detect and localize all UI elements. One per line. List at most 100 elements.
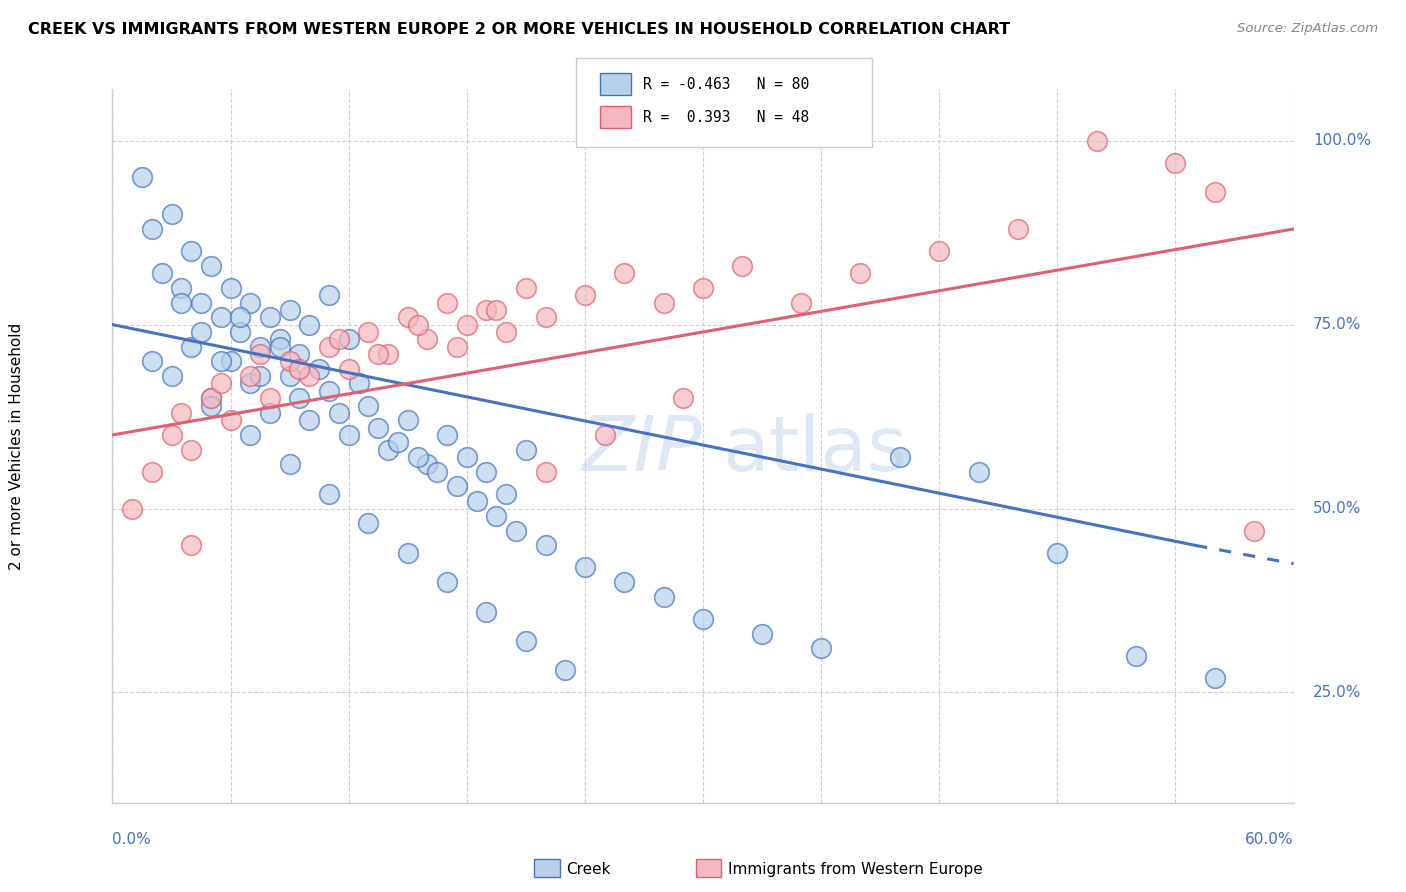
Point	[672, 391, 695, 405]
Point	[849, 266, 872, 280]
Point	[288, 347, 311, 361]
Point	[259, 391, 281, 405]
Point	[436, 428, 458, 442]
Point	[160, 428, 183, 442]
Point	[613, 575, 636, 590]
Point	[1204, 671, 1226, 685]
Point	[456, 318, 478, 332]
Point	[505, 524, 527, 538]
Point	[446, 340, 468, 354]
Point	[278, 354, 301, 368]
Point	[534, 310, 557, 325]
Point	[613, 266, 636, 280]
Point	[377, 347, 399, 361]
Text: R =  0.393   N = 48: R = 0.393 N = 48	[643, 110, 808, 125]
Text: ZIP: ZIP	[582, 413, 703, 487]
Point	[889, 450, 911, 464]
Point	[436, 295, 458, 310]
Text: 25.0%: 25.0%	[1313, 685, 1361, 700]
Point	[288, 391, 311, 405]
Point	[318, 487, 340, 501]
Point	[465, 494, 488, 508]
Point	[367, 347, 389, 361]
Point	[406, 318, 429, 332]
Point	[1046, 546, 1069, 560]
Point	[239, 428, 262, 442]
Point	[200, 391, 222, 405]
Point	[269, 340, 291, 354]
Point	[180, 538, 202, 552]
Point	[554, 664, 576, 678]
Point	[485, 302, 508, 317]
Point	[337, 332, 360, 346]
Point	[347, 376, 370, 391]
Point	[367, 420, 389, 434]
Point	[180, 340, 202, 354]
Point	[1204, 185, 1226, 199]
Point	[485, 508, 508, 523]
Point	[475, 605, 498, 619]
Point	[790, 295, 813, 310]
Point	[357, 399, 380, 413]
Point	[278, 369, 301, 384]
Point	[534, 465, 557, 479]
Point	[751, 626, 773, 640]
Point	[288, 361, 311, 376]
Point	[278, 302, 301, 317]
Point	[200, 259, 222, 273]
Point	[692, 281, 714, 295]
Point	[200, 391, 222, 405]
Point	[928, 244, 950, 258]
Point	[219, 281, 242, 295]
Point	[406, 450, 429, 464]
Text: Source: ZipAtlas.com: Source: ZipAtlas.com	[1237, 22, 1378, 36]
Point	[249, 340, 271, 354]
Point	[308, 361, 330, 376]
Point	[229, 310, 252, 325]
Text: Immigrants from Western Europe: Immigrants from Western Europe	[728, 863, 983, 877]
Point	[209, 310, 232, 325]
Point	[357, 325, 380, 339]
Point	[269, 332, 291, 346]
Point	[456, 450, 478, 464]
Point	[170, 281, 193, 295]
Point	[1243, 524, 1265, 538]
Point	[357, 516, 380, 531]
Point	[416, 332, 439, 346]
Point	[692, 612, 714, 626]
Point	[515, 281, 537, 295]
Point	[180, 442, 202, 457]
Point	[170, 295, 193, 310]
Point	[239, 369, 262, 384]
Point	[170, 406, 193, 420]
Point	[141, 465, 163, 479]
Point	[416, 458, 439, 472]
Point	[190, 325, 212, 339]
Point	[396, 546, 419, 560]
Point	[180, 244, 202, 258]
Text: atlas: atlas	[723, 413, 907, 487]
Point	[810, 641, 832, 656]
Text: Creek: Creek	[567, 863, 612, 877]
Point	[396, 413, 419, 427]
Point	[328, 406, 350, 420]
Point	[239, 295, 262, 310]
Point	[574, 560, 596, 574]
Point	[475, 465, 498, 479]
Point	[209, 376, 232, 391]
Text: 60.0%: 60.0%	[1246, 832, 1294, 847]
Point	[436, 575, 458, 590]
Point	[298, 413, 321, 427]
Text: 0.0%: 0.0%	[112, 832, 152, 847]
Point	[259, 406, 281, 420]
Point	[396, 310, 419, 325]
Point	[239, 376, 262, 391]
Point	[209, 354, 232, 368]
Text: R = -0.463   N = 80: R = -0.463 N = 80	[643, 77, 808, 92]
Text: 100.0%: 100.0%	[1313, 133, 1371, 148]
Text: 75.0%: 75.0%	[1313, 318, 1361, 332]
Point	[515, 634, 537, 648]
Point	[249, 347, 271, 361]
Point	[249, 369, 271, 384]
Point	[298, 369, 321, 384]
